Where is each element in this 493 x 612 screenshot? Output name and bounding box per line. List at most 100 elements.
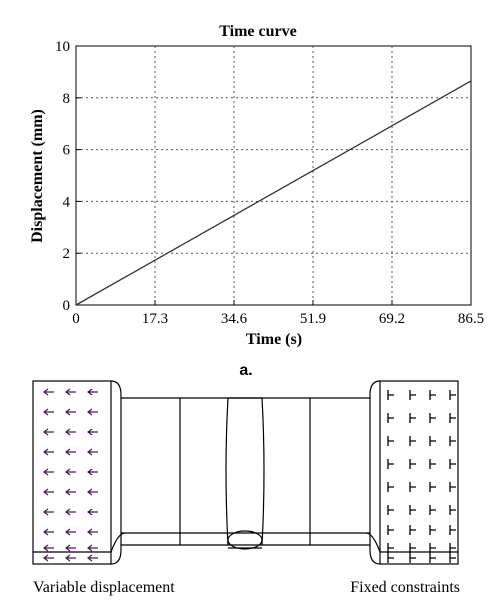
constraint-symbol [429,525,436,535]
displacement-arrow [43,508,54,516]
displacement-arrow [65,544,76,552]
panel-label-a: a. [239,362,252,379]
constraint-symbol [409,459,416,469]
series-group [75,80,472,306]
constraint-symbol [429,505,436,515]
plot-frame [75,45,472,306]
fixed-constraints-label: Fixed constraints [350,579,460,596]
constraint-symbol [387,436,394,446]
constraint-symbol [449,553,456,563]
x-tick-label: 51.9 [300,311,326,327]
gauge-bottom-edge [110,544,381,565]
chart-title: Time curve [219,23,296,40]
constraint-symbol [409,505,416,515]
displacement-arrow [43,528,54,536]
x-tick-label: 86.5 [458,311,484,327]
constraint-symbol [387,543,394,553]
displacement-arrow [65,528,76,536]
displacement-arrow [43,468,54,476]
displacement-arrow [43,544,54,552]
y-tick-label: 10 [55,39,70,55]
constraint-symbol [449,505,456,515]
constraint-symbol [409,482,416,492]
displacement-arrow [65,388,76,396]
constraint-symbol [429,390,436,400]
displacement-arrow [43,408,54,416]
x-tick-label: 34.6 [221,311,248,327]
y-tick-label: 4 [63,194,71,210]
displacement-arrow [43,428,54,436]
constraint-symbol [449,543,456,553]
constraint-symbol [387,413,394,423]
x-axis-title: Time (s) [246,331,302,348]
y-tick-label: 6 [63,143,71,159]
displacement-arrow [87,528,98,536]
y-tick-label: 2 [63,246,71,262]
displacement-arrow [43,388,54,396]
x-tick-label: 0 [72,311,80,327]
constraint-symbol [409,436,416,446]
y-tick-label: 0 [63,298,71,314]
displacement-arrows [43,388,98,562]
displacement-arrow [87,554,98,562]
constraint-symbol [409,525,416,535]
constraint-symbol [387,459,394,469]
displacement-arrow [87,408,98,416]
plot-area: 0 17.3 34.6 51.9 69.2 86.5 0 2 4 6 8 10 [55,39,484,327]
x-tick-label: 69.2 [379,311,405,327]
constraint-symbol [429,482,436,492]
constraint-symbol [387,482,394,492]
displacement-arrow [65,554,76,562]
left-grip [32,380,112,565]
weld-bead [227,530,263,550]
constraint-symbol [387,525,394,535]
displacement-arrow [65,408,76,416]
grid [76,46,471,305]
constraint-symbol [449,413,456,423]
displacement-arrow [87,388,98,396]
displacement-arrow [87,448,98,456]
y-tick-label: 8 [63,91,71,107]
displacement-arrow [87,544,98,552]
displacement-arrow [65,468,76,476]
constraint-symbol [429,413,436,423]
constraint-symbol [449,436,456,446]
constraint-symbol [429,459,436,469]
gauge-top-edge [110,380,381,399]
right-grip [379,380,459,565]
constraint-symbol [387,553,394,563]
displacement-arrow [65,448,76,456]
displacement-arrow [43,448,54,456]
weld-left-curve [225,397,229,546]
constraint-symbol [449,390,456,400]
constraint-symbol [387,390,394,400]
constraint-symbol [429,553,436,563]
x-tick-label: 17.3 [142,311,168,327]
constraint-symbol [429,543,436,553]
constraint-symbol [409,413,416,423]
constraint-symbol [429,436,436,446]
thickness-left-curve [110,532,126,553]
constraint-symbol [449,525,456,535]
displacement-arrow [87,488,98,496]
constraint-symbol [449,459,456,469]
displacement-arrow [65,428,76,436]
constraint-symbol [449,482,456,492]
constraint-symbol [387,505,394,515]
displacement-arrow [65,508,76,516]
y-tick-labels: 0 2 4 6 8 10 [55,39,71,314]
weld-right-curve [261,397,265,546]
displacement-arrow [87,468,98,476]
displacement-arrow [87,428,98,436]
variable-displacement-label: Variable displacement [33,579,175,596]
displacement-arrow [43,554,54,562]
displacement-arrow [65,488,76,496]
constraint-symbols [387,390,456,563]
y-axis-title: Displacement (mm) [29,109,46,243]
constraint-symbol [409,553,416,563]
ticks [75,45,472,306]
constraint-symbol [409,390,416,400]
constraint-symbol [409,543,416,553]
series-line [75,80,472,306]
